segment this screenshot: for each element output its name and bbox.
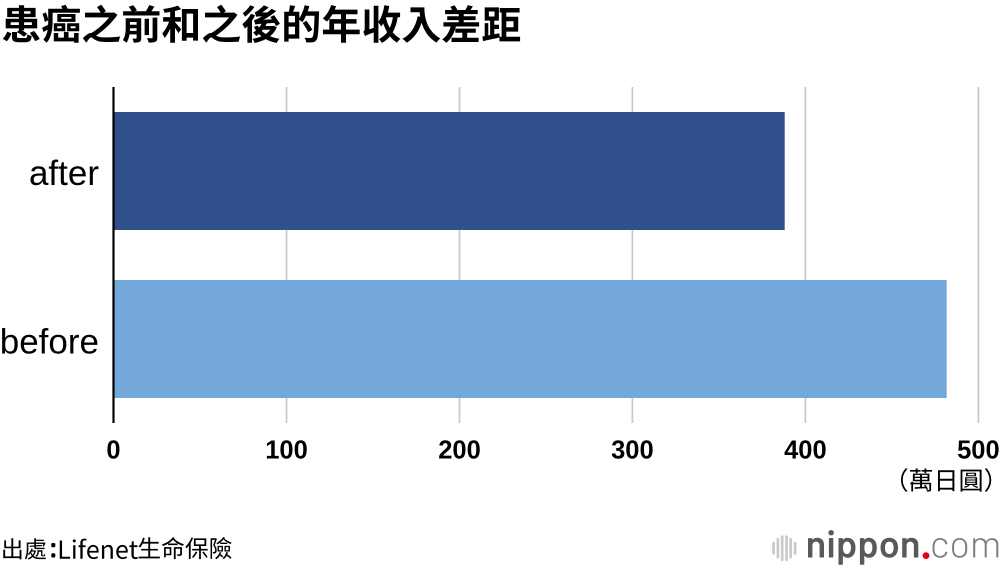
svg-text:100: 100 (265, 437, 308, 465)
svg-text:0: 0 (106, 437, 120, 465)
svg-text:after: after (29, 154, 99, 193)
svg-text:500: 500 (957, 437, 1000, 465)
svg-text:300: 300 (611, 437, 654, 465)
svg-text:400: 400 (784, 437, 827, 465)
svg-text:200: 200 (438, 437, 481, 465)
svg-text:before: before (0, 323, 99, 362)
